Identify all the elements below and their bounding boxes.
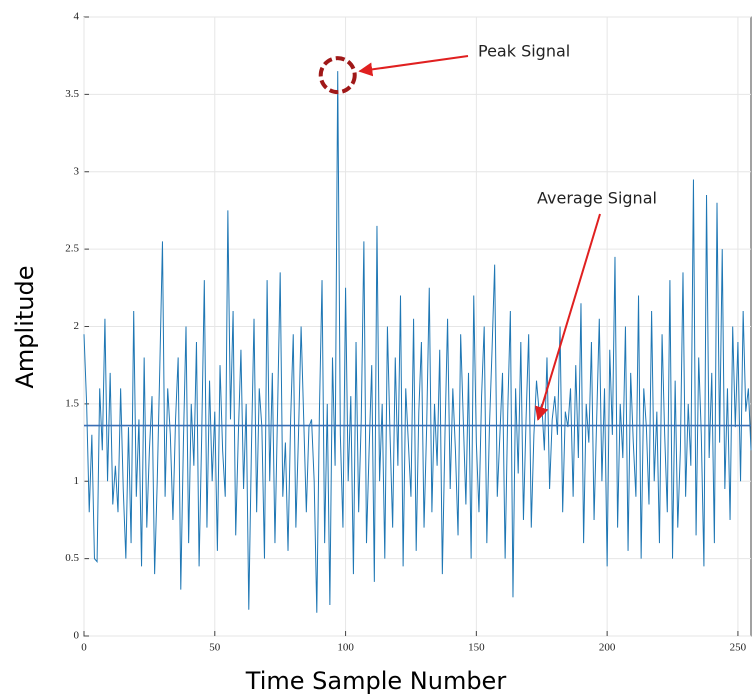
- y-tick-label: 1: [74, 475, 80, 487]
- x-tick-label: 50: [209, 642, 221, 654]
- x-tick-label: 200: [599, 642, 616, 654]
- y-axis-label: Amplitude: [11, 266, 39, 389]
- y-tick-label: 0.5: [65, 552, 79, 564]
- x-tick-label: 150: [468, 642, 485, 654]
- peak-annotation: Peak Signal: [478, 42, 570, 61]
- x-tick-label: 0: [81, 642, 87, 654]
- peak-arrow: [358, 55, 469, 77]
- x-axis-label: Time Sample Number: [245, 667, 507, 695]
- y-tick-label: 2: [74, 320, 80, 332]
- y-tick-label: 4: [74, 11, 80, 23]
- x-tick-label: 250: [730, 642, 747, 654]
- x-tick-label: 100: [337, 642, 354, 654]
- peak-circle: [318, 56, 357, 95]
- y-tick-label: 2.5: [65, 243, 79, 255]
- average-arrow: [534, 213, 601, 421]
- signal-line: [83, 71, 752, 613]
- y-tick-label: 0: [74, 630, 80, 642]
- y-tick-label: 1.5: [65, 397, 79, 409]
- y-tick-label: 3.5: [65, 88, 79, 100]
- y-tick-label: 3: [74, 165, 80, 177]
- average-annotation: Average Signal: [537, 189, 657, 208]
